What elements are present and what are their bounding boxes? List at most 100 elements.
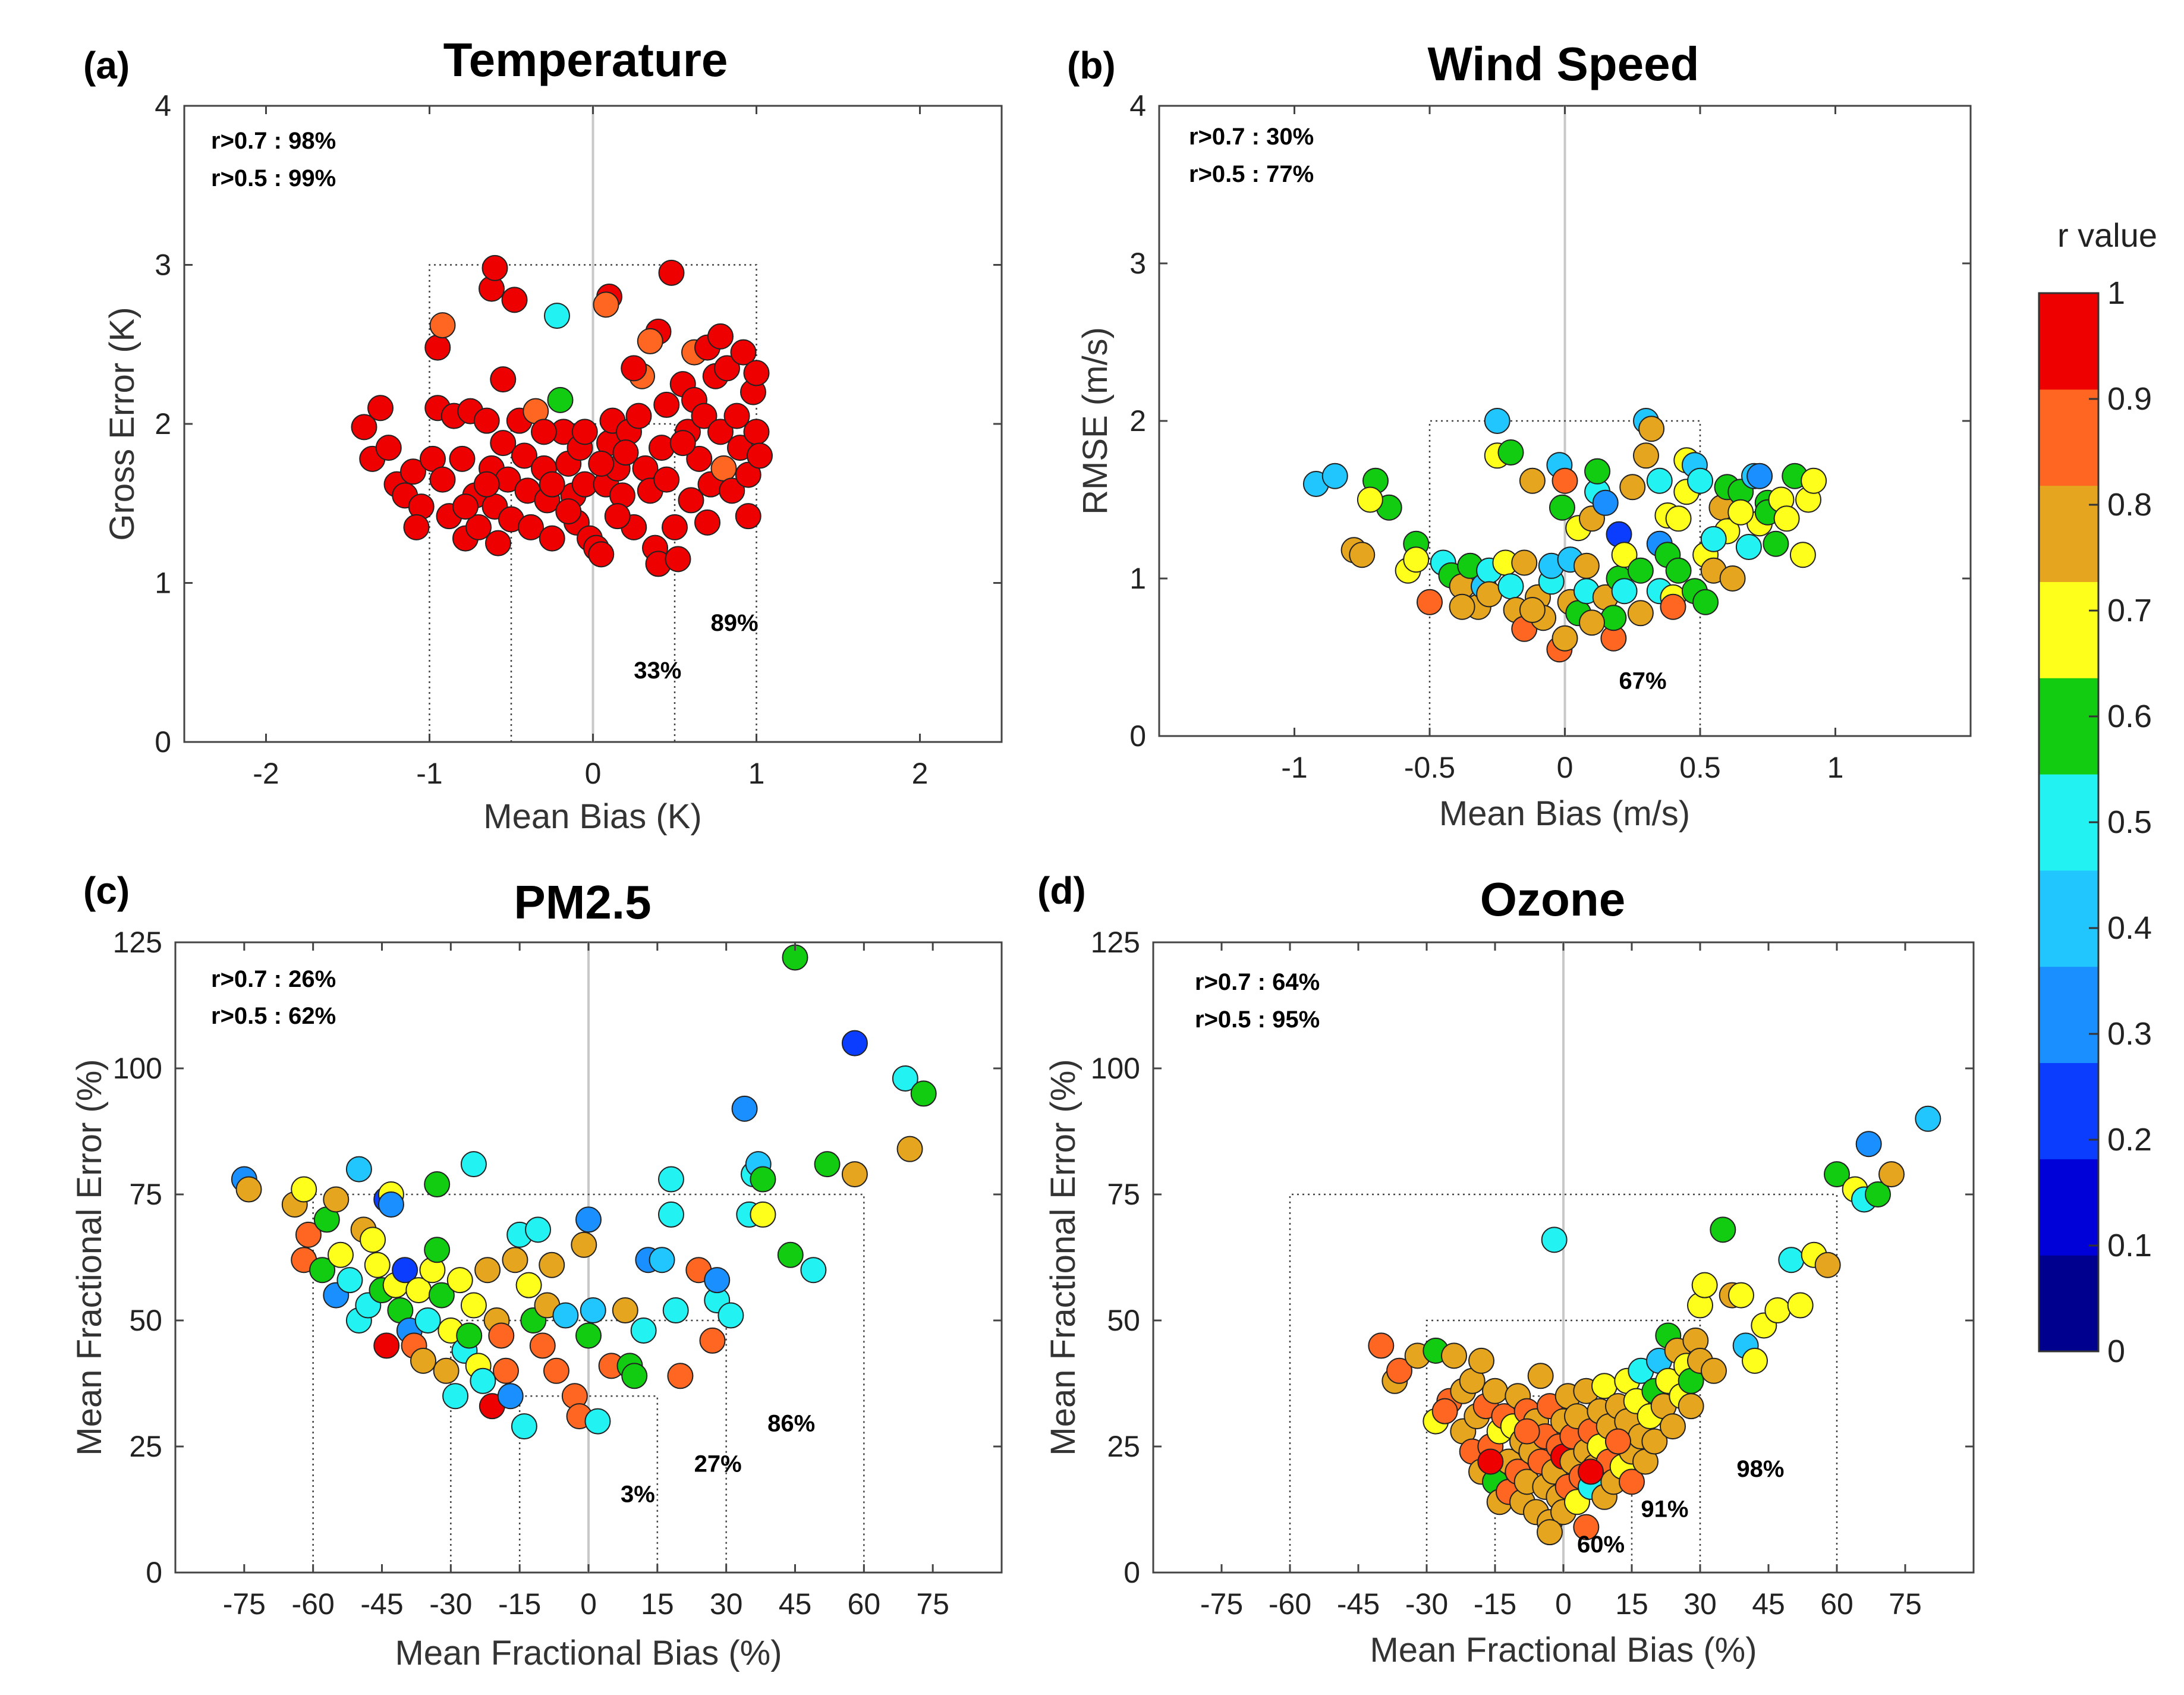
x-tick-label: 0 [580,1587,597,1621]
data-point [625,402,652,429]
data-point [470,1367,496,1394]
data-point [1417,589,1443,615]
data-point [1660,593,1686,620]
data-point [743,419,770,445]
y-tick-label: 1 [155,567,171,600]
stat-r07: r>0.7 : 64% [1195,969,1320,995]
data-point [424,1237,451,1263]
colorbar-tick-label: 0.1 [2107,1228,2152,1263]
x-tick-label: 15 [1615,1587,1648,1621]
data-point [649,1247,675,1273]
data-point [1537,1519,1563,1546]
x-tick-label: 30 [1683,1587,1717,1621]
y-tick-label: 4 [155,89,171,122]
data-point [686,445,713,472]
colorbar-segment [2039,389,2098,486]
data-point [1687,467,1713,494]
data-point [1660,1413,1686,1440]
data-point [364,1251,391,1278]
panel-wind-speed: (b) Wind Speed 67% -1 -0.5 0 0.5 1 0 1 2 3 4 r>0.7… [1067,37,1972,833]
data-point [543,1357,569,1384]
colorbar-segment [2039,581,2098,678]
data-point [719,477,745,504]
data-point [678,487,704,514]
colorbar-tick-label: 0.7 [2107,593,2152,628]
data-point [1552,625,1578,652]
data-point [1579,609,1605,636]
data-point [1584,458,1611,485]
data-point [841,1161,868,1188]
data-point [1513,1418,1540,1445]
data-point [511,442,537,469]
x-tick-label: 60 [848,1587,881,1621]
data-point [323,1186,350,1213]
x-tick-label: 15 [641,1587,674,1621]
y-tick-label: 125 [113,926,162,959]
colorbar-segment [2039,1255,2098,1352]
panel-pm25: (c) PM2.5 86% 27% 3% -75 -60 -45 -30 -15 0 15 30 45… [70,869,1003,1672]
data-point [392,1257,418,1284]
data-point [1541,1227,1568,1253]
colorbar-tick-label: 0.6 [2107,699,2152,734]
data-point [529,1332,556,1359]
data-point [501,287,528,313]
colorbar: r value 0 0.1 0.2 0.3 0.4 0.5 0.6 0.7 0.8 0.9 1 [2038,216,2157,1369]
colorbar-tick-label: 0.8 [2107,487,2152,523]
data-point [531,419,557,445]
data-point [777,1241,804,1268]
x-tick-label: 2 [912,757,929,790]
x-tick-label: -60 [1269,1587,1311,1621]
data-point [515,1272,542,1298]
data-point [1778,1247,1805,1273]
y-tick-label: 2 [155,407,171,441]
data-point [474,1257,501,1284]
data-point [710,455,737,482]
data-point [482,254,508,281]
data-point [1605,1428,1631,1455]
data-point [910,1080,937,1107]
data-point [750,1201,776,1228]
colorbar-ticks: 0 0.1 0.2 0.3 0.4 0.5 0.6 0.7 0.8 0.9 1 [2089,275,2152,1369]
data-point [1700,526,1727,552]
data-point [892,1065,918,1092]
chart-title: Temperature [443,33,728,86]
data-point [1368,1332,1395,1359]
data-point [1692,589,1719,615]
data-point [743,360,770,386]
data-point [449,445,476,472]
colorbar-tick-label: 1 [2107,275,2125,311]
data-point [1441,1342,1467,1369]
data-point [1552,467,1578,494]
data-point [328,1241,354,1268]
data-point [1719,565,1746,592]
stat-r05: r>0.5 : 95% [1195,1007,1320,1033]
data-point [1573,552,1600,579]
data-point [571,419,598,445]
data-point [1801,467,1827,494]
colorbar-segment [2039,774,2098,871]
data-point [1619,1468,1645,1495]
data-point [621,1363,648,1389]
data-point [637,328,663,354]
y-axis-label: Gross Error (K) [103,307,141,540]
data-point [1573,1514,1600,1540]
y-tick-label: 3 [1129,247,1146,280]
data-point [539,1251,565,1278]
data-point [630,1317,657,1344]
data-point [511,1413,537,1440]
data-point [497,1383,524,1410]
data-point [1497,573,1524,600]
data-point [547,386,574,413]
data-point [714,355,740,382]
colorbar-segment [2039,1062,2098,1159]
data-point [1773,505,1800,532]
data-point [1665,557,1692,584]
goal-box-1 [1289,1193,1838,1573]
data-point [442,1383,469,1410]
y-axis-label: RMSE (m/s) [1076,327,1115,515]
data-point [525,1216,552,1243]
colorbar-tick-label: 0.9 [2107,381,2152,417]
x-tick-label: 1 [748,757,765,790]
x-tick-label: 45 [779,1587,812,1621]
data-point [488,1322,515,1349]
